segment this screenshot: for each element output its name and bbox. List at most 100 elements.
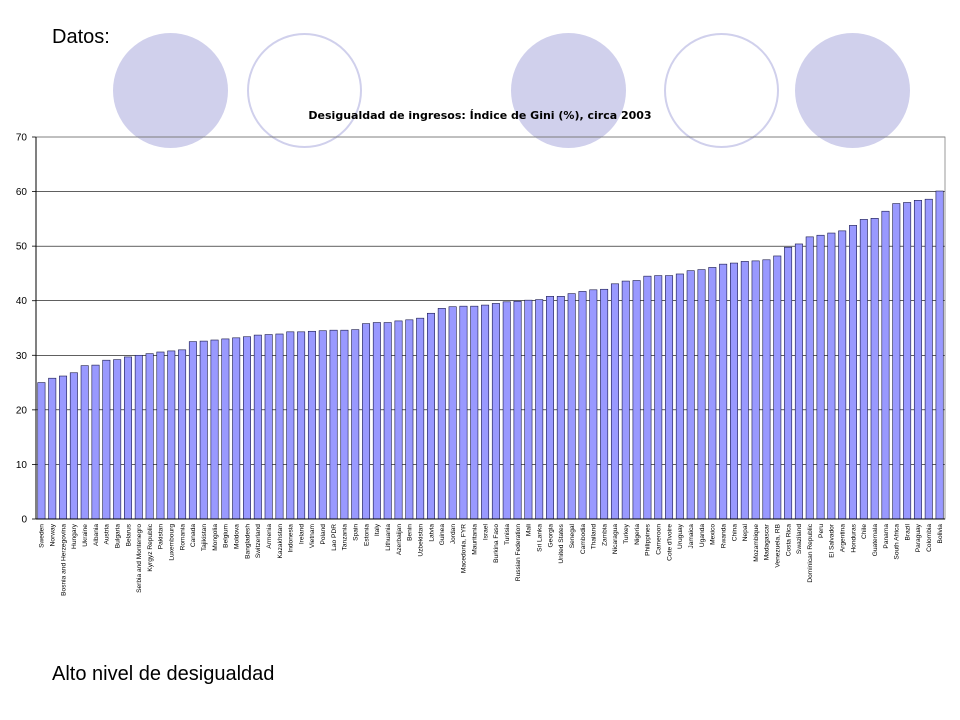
bar — [437, 308, 446, 520]
bar — [730, 262, 738, 520]
bar — [524, 299, 533, 520]
bar — [740, 261, 749, 520]
x-tick-label: Guatemala — [872, 524, 879, 557]
bar — [686, 270, 695, 520]
bar — [719, 263, 728, 520]
bar — [859, 219, 868, 520]
bar — [827, 232, 836, 520]
x-tick-label: Uruguay — [677, 523, 684, 549]
x-tick-label: Georgia — [547, 524, 554, 548]
x-tick-label: Bosnia and Herzegovina — [60, 524, 67, 596]
x-tick-label: Lithuania — [385, 524, 392, 551]
x-tick-label: Macedonia, FYR — [461, 524, 468, 573]
x-tick-label: Panama — [883, 524, 890, 549]
bar — [221, 338, 230, 520]
bar — [113, 359, 122, 520]
bar — [535, 299, 544, 520]
x-tick-label: Romania — [179, 524, 186, 551]
bar — [145, 353, 154, 520]
bar — [232, 337, 241, 520]
x-tick-label: Latvia — [428, 524, 435, 542]
bar — [59, 375, 68, 520]
x-tick-label: Burkina Faso — [493, 524, 500, 563]
bar — [448, 306, 457, 520]
bar — [913, 200, 922, 520]
x-tick-label: Thailand — [591, 524, 598, 550]
axes — [32, 136, 946, 520]
bar — [134, 354, 143, 520]
bar — [643, 275, 652, 520]
bar — [199, 340, 208, 520]
slide-heading: Datos: — [52, 26, 110, 48]
x-tick-label: Zambia — [601, 524, 608, 546]
x-tick-label: South Africa — [894, 524, 901, 560]
x-tick-label: Chile — [861, 524, 868, 539]
x-tick-label: Benin — [407, 524, 414, 541]
bar — [362, 323, 371, 520]
x-tick-label: Armenia — [266, 524, 273, 549]
x-tick-label: Azerbaijan — [396, 524, 403, 555]
bar — [870, 218, 879, 520]
bar — [416, 317, 425, 520]
bar — [784, 246, 793, 520]
x-tick-label: Israel — [482, 523, 489, 540]
x-tick-label: Rwanda — [720, 524, 727, 549]
chart-title: Desigualdad de ingresos: Índice de Gini … — [308, 109, 651, 122]
x-tick-label: Belarus — [125, 523, 132, 546]
x-tick-label: Mozambique — [753, 524, 760, 562]
bar — [297, 331, 306, 520]
bar — [253, 334, 262, 520]
x-tick-label: Tanzania — [342, 524, 349, 551]
bar — [69, 372, 78, 520]
x-tick-label: Cameroon — [656, 524, 663, 555]
x-tick-label: Colombia — [926, 524, 933, 552]
bar — [264, 334, 273, 520]
decor-circle-filled-2 — [511, 33, 626, 148]
y-tick-label: 10 — [16, 460, 28, 471]
x-tick-label: Ukraine — [82, 524, 89, 547]
x-tick-label: Senegal — [569, 523, 576, 548]
x-tick-label: Bangladesh — [244, 524, 251, 559]
bar — [632, 280, 641, 520]
x-tick-label: Dominican Republic — [807, 523, 814, 582]
x-tick-label: Peru — [818, 524, 825, 538]
y-tick-label: 40 — [16, 296, 28, 307]
bar — [459, 305, 468, 520]
bar — [849, 225, 857, 520]
x-tick-labels: Sweden Norway Bosnia and Herzegovina Hungar… — [39, 523, 944, 596]
bar — [708, 267, 717, 520]
bar — [805, 236, 814, 520]
decor-circle-ring-2 — [664, 33, 779, 148]
bar — [665, 275, 674, 520]
x-tick-label: Jamaica — [688, 524, 695, 549]
bars — [37, 190, 944, 520]
bar — [48, 377, 57, 520]
bar — [773, 255, 782, 520]
x-tick-label: Kazakhstan — [277, 524, 284, 559]
bar — [286, 331, 295, 520]
x-tick-label: Russian Federation — [515, 524, 522, 582]
x-tick-label: Norway — [50, 523, 57, 546]
x-tick-label: Italy — [374, 523, 381, 536]
x-tick-label: Bolivia — [937, 524, 944, 544]
y-tick-label: 20 — [16, 405, 28, 416]
x-tick-label: Jordan — [450, 524, 457, 544]
x-tick-label: Nepal — [742, 523, 749, 541]
y-tick-label: 60 — [16, 187, 28, 198]
x-tick-label: El Salvador — [829, 523, 836, 558]
x-tick-label: Albania — [93, 524, 100, 546]
bar — [124, 356, 132, 520]
bar — [556, 296, 565, 520]
bar — [600, 288, 609, 520]
x-tick-label: Nicaragua — [612, 524, 619, 554]
bar — [567, 293, 576, 520]
bar — [372, 322, 381, 520]
bar — [156, 351, 165, 520]
bar — [816, 234, 825, 520]
x-tick-label: Ireland — [298, 524, 305, 544]
bar — [675, 273, 684, 520]
bar — [243, 336, 251, 520]
x-tick-label: Austria — [104, 524, 111, 545]
bar — [751, 260, 760, 520]
x-tick-label: China — [731, 524, 738, 542]
